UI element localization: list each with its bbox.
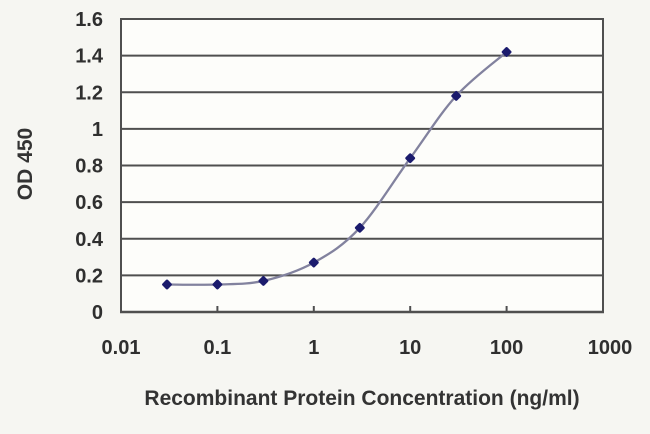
y-tick-label: 1.4	[75, 46, 104, 68]
x-tick-label: 10	[399, 337, 421, 359]
x-tick-label: 0.1	[203, 337, 231, 359]
y-tick-label: 1.2	[75, 82, 103, 104]
data-point-marker	[162, 279, 172, 290]
y-tick-label: 0.4	[75, 229, 104, 251]
data-point-marker	[308, 257, 319, 268]
x-axis-title: Recombinant Protein Concentration (ng/ml…	[144, 387, 580, 410]
data-point-marker	[501, 47, 512, 57]
x-tick-label: 1000	[588, 337, 633, 359]
y-tick-label: 0.2	[75, 265, 103, 287]
y-tick-label: 1	[92, 119, 103, 141]
data-point-marker	[451, 91, 462, 101]
x-tick-label: 100	[490, 337, 523, 359]
y-tick-label: 1.6	[75, 9, 103, 31]
y-tick-label: 0.8	[75, 156, 103, 178]
y-tick-label: 0.6	[75, 192, 103, 214]
x-tick-label: 1	[308, 337, 319, 359]
data-point-marker	[212, 279, 223, 290]
data-point-marker	[405, 153, 416, 164]
x-tick-label: 0.01	[102, 337, 141, 359]
y-tick-label: 0	[92, 302, 103, 324]
y-axis-title: OD 450	[14, 127, 37, 201]
data-point-marker	[354, 222, 365, 233]
data-point-marker	[258, 276, 269, 286]
